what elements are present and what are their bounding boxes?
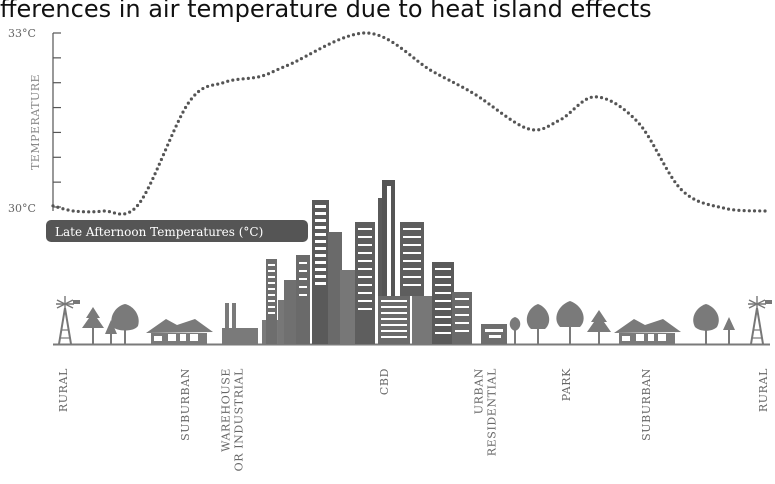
windmill-icon-right bbox=[748, 296, 772, 345]
zone-labels: RURAL SUBURBAN WAREHOUSE OR INDUSTRIAL CBD UR… bbox=[57, 368, 770, 472]
zone-label-5-0: PARK bbox=[560, 368, 573, 401]
warehouse-icon bbox=[222, 303, 258, 344]
y-tick-bottom-label: 30°C bbox=[8, 202, 36, 215]
y-axis-label: TEMPERATURE bbox=[29, 74, 42, 170]
tree-cluster-icon-right bbox=[693, 304, 735, 344]
zone-label-6-0: SUBURBAN bbox=[640, 368, 653, 441]
zone-label-2-0: WAREHOUSE bbox=[220, 368, 233, 452]
zone-label-2-1: OR INDUSTRIAL bbox=[233, 368, 246, 472]
zone-label-4-1: RESIDENTIAL bbox=[486, 368, 499, 456]
house-icon-right bbox=[614, 319, 681, 344]
zone-label-3-0: CBD bbox=[378, 368, 391, 395]
y-axis-ticks bbox=[53, 32, 61, 208]
zone-label-1-0: SUBURBAN bbox=[179, 368, 192, 441]
y-tick-top-label: 33°C bbox=[8, 27, 36, 40]
legend-badge bbox=[46, 220, 308, 242]
windmill-icon bbox=[56, 296, 80, 345]
city-skyline-icon bbox=[262, 180, 472, 344]
legend-label: Late Afternoon Temperatures (°C) bbox=[55, 225, 263, 239]
zone-label-7-0: RURAL bbox=[757, 368, 770, 412]
zone-label-4-0: URBAN bbox=[473, 368, 486, 414]
residential-building-icon bbox=[481, 324, 507, 344]
temperature-profile-line bbox=[51, 31, 769, 216]
zone-label-0-0: RURAL bbox=[57, 368, 70, 412]
figure-title: fferences in air temperature due to heat… bbox=[0, 0, 652, 23]
house-icon bbox=[146, 319, 213, 344]
park-trees-icon bbox=[509, 301, 611, 344]
tree-cluster-icon bbox=[82, 304, 139, 344]
